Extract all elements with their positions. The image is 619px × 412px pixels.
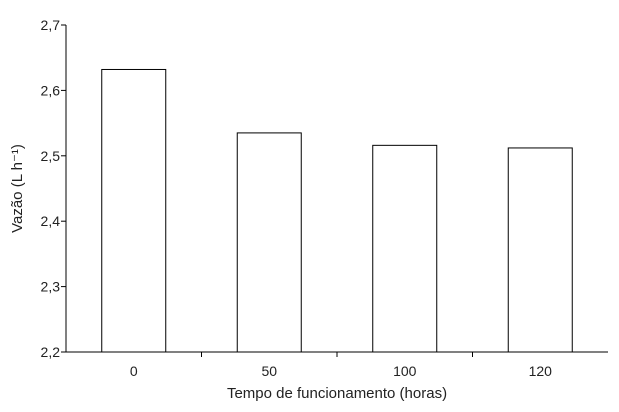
x-axis-title: Tempo de funcionamento (horas)	[227, 385, 447, 402]
y-tick-label: 2,4	[41, 213, 61, 229]
bar-100	[372, 144, 438, 353]
bar-0	[101, 68, 167, 353]
y-tick-label: 2,6	[41, 82, 61, 98]
y-axis-title: Vazão (L h⁻¹)	[9, 144, 26, 233]
x-tick-label: 100	[393, 363, 417, 379]
x-ticks: 0 50 100 120	[130, 352, 552, 379]
x-tick-label: 120	[529, 363, 553, 379]
y-tick-label: 2,7	[41, 17, 61, 33]
y-tick-label: 2,5	[41, 148, 61, 164]
bar-50	[236, 132, 302, 353]
y-tick-label: 2,2	[41, 344, 61, 360]
bar-120	[507, 147, 573, 353]
y-ticks: 2,2 2,3 2,4 2,5 2,6 2,7	[41, 17, 66, 360]
x-tick-label: 50	[261, 363, 277, 379]
y-tick-label: 2,3	[41, 279, 61, 295]
x-tick-label: 0	[130, 363, 138, 379]
bars-layer	[101, 68, 573, 353]
